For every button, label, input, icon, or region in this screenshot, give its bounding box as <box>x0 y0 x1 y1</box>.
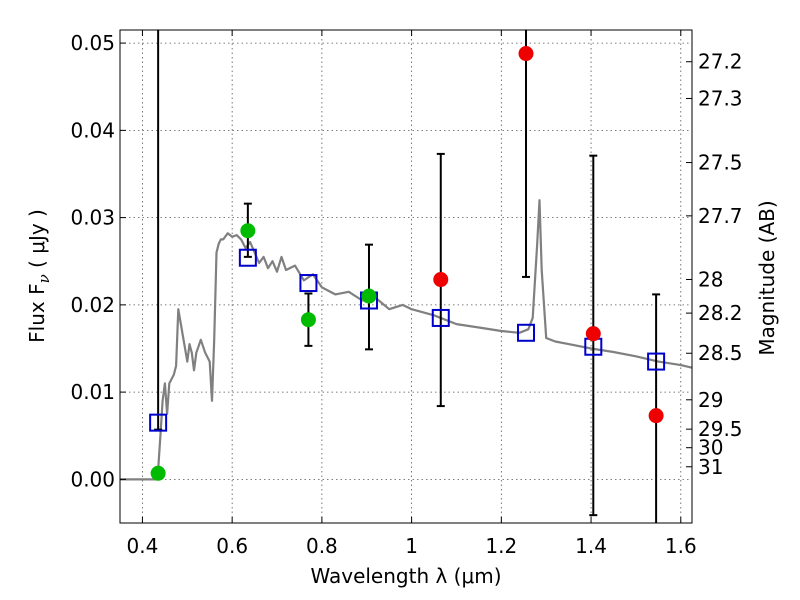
y2-tick-label: 30 <box>698 436 723 460</box>
plot-area <box>120 30 693 523</box>
red-point <box>585 326 601 342</box>
y-tick-label: 0.05 <box>70 31 115 55</box>
detection-point <box>300 312 316 328</box>
x-tick-label: 1 <box>405 534 418 558</box>
red-point <box>433 272 449 288</box>
x-tick-label: 0.8 <box>306 534 338 558</box>
y-axis-label-main: Flux F <box>25 283 49 342</box>
x-tick-label: 0.6 <box>216 534 248 558</box>
y-axis-label-subscript: ν <box>35 274 53 283</box>
y2-tick-label: 28.5 <box>698 341 743 365</box>
model-photometry-square <box>149 413 168 432</box>
detection-point <box>240 223 256 239</box>
y2-tick-label: 31 <box>698 455 723 479</box>
y2-tick-label: 28.2 <box>698 301 743 325</box>
y-axis-label: Flux Fν ( μJy ) <box>25 209 53 343</box>
red-point <box>648 408 664 424</box>
y-tick-label: 0.04 <box>70 118 115 142</box>
y2-tick-label: 29 <box>698 388 723 412</box>
y2-tick-label: 27.7 <box>698 204 743 228</box>
y2-tick-label: 27.2 <box>698 50 743 74</box>
x-tick-label: 1.6 <box>665 534 697 558</box>
x-tick-label: 1.4 <box>575 534 607 558</box>
x-tick-label: 1.2 <box>485 534 517 558</box>
axis-ticks: 0.4 0.6 0.8 1 1.2 1.4 1.6 0.00 0.01 0.02 0.03 0.04 0… <box>70 30 743 558</box>
model-photometry-square <box>647 352 666 371</box>
y2-tick-label: 27.3 <box>698 86 743 110</box>
y-tick-label: 0.03 <box>70 206 115 230</box>
y2-tick-label: 29.5 <box>698 417 743 441</box>
y2-axis-label: Magnitude (AB) <box>755 200 779 355</box>
detection-point <box>150 465 166 481</box>
y-tick-label: 0.01 <box>70 380 115 404</box>
detection-point <box>361 288 377 304</box>
y-tick-label: 0.00 <box>70 467 115 491</box>
y2-tick-label: 28 <box>698 267 723 291</box>
y-axis-label-unit: ( μJy ) <box>25 209 49 274</box>
model-photometry-square <box>517 323 536 342</box>
model-photometry-square <box>299 274 318 293</box>
x-tick-label: 0.4 <box>127 534 159 558</box>
model-sed-line <box>120 199 693 481</box>
y-tick-label: 0.02 <box>70 293 115 317</box>
y2-tick-label: 27.5 <box>698 151 743 175</box>
plot-frame <box>119 29 693 524</box>
model-photometry-square <box>238 248 257 267</box>
x-axis-label: Wavelength λ (μm) <box>310 564 501 588</box>
red-point <box>518 46 534 62</box>
model-photometry-square <box>431 308 450 327</box>
